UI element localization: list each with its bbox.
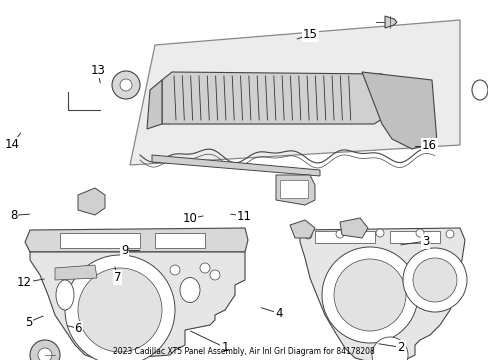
Circle shape [375,229,383,237]
Polygon shape [384,16,396,28]
Text: 13: 13 [90,64,105,77]
Circle shape [335,230,343,238]
Text: 4: 4 [274,307,282,320]
Circle shape [38,348,52,360]
Bar [280,180,307,198]
Text: 2023 Cadillac XT5 Panel Assembly, Air Inl Grl Diagram for 84178208: 2023 Cadillac XT5 Panel Assembly, Air In… [113,347,374,356]
Ellipse shape [180,278,200,302]
Ellipse shape [56,280,74,310]
Text: 5: 5 [24,316,32,329]
Circle shape [321,247,417,343]
Bar [314,231,374,243]
Polygon shape [78,188,105,215]
Text: 6: 6 [74,322,82,335]
Polygon shape [130,20,459,165]
Circle shape [415,229,423,237]
Circle shape [412,258,456,302]
Ellipse shape [471,80,487,100]
Polygon shape [147,80,162,129]
Text: 14: 14 [5,138,20,150]
Polygon shape [25,228,247,252]
Polygon shape [339,218,367,238]
Text: 11: 11 [237,210,251,222]
Text: 7: 7 [113,271,121,284]
Circle shape [402,248,466,312]
Circle shape [304,231,311,239]
Text: 2: 2 [396,341,404,354]
Circle shape [170,265,180,275]
Text: 10: 10 [182,212,197,225]
Bar [155,233,204,248]
Circle shape [112,71,140,99]
Polygon shape [289,220,314,238]
Circle shape [120,79,132,91]
Circle shape [371,337,407,360]
Circle shape [30,340,60,360]
Polygon shape [361,72,436,149]
Circle shape [333,259,405,331]
Circle shape [445,230,453,238]
Polygon shape [55,265,97,280]
Polygon shape [30,252,244,360]
Polygon shape [275,175,314,205]
Text: 8: 8 [10,209,18,222]
Text: 16: 16 [421,139,436,152]
Text: 3: 3 [421,235,428,248]
Circle shape [78,268,162,352]
Circle shape [65,255,175,360]
Text: 15: 15 [303,28,317,41]
Bar [60,233,140,248]
Text: 9: 9 [121,244,128,257]
Text: 1: 1 [221,341,228,354]
Circle shape [209,270,220,280]
Polygon shape [152,155,319,176]
Bar [389,231,439,243]
Polygon shape [299,228,464,360]
Circle shape [200,263,209,273]
Polygon shape [162,72,381,124]
Text: 12: 12 [17,276,32,289]
